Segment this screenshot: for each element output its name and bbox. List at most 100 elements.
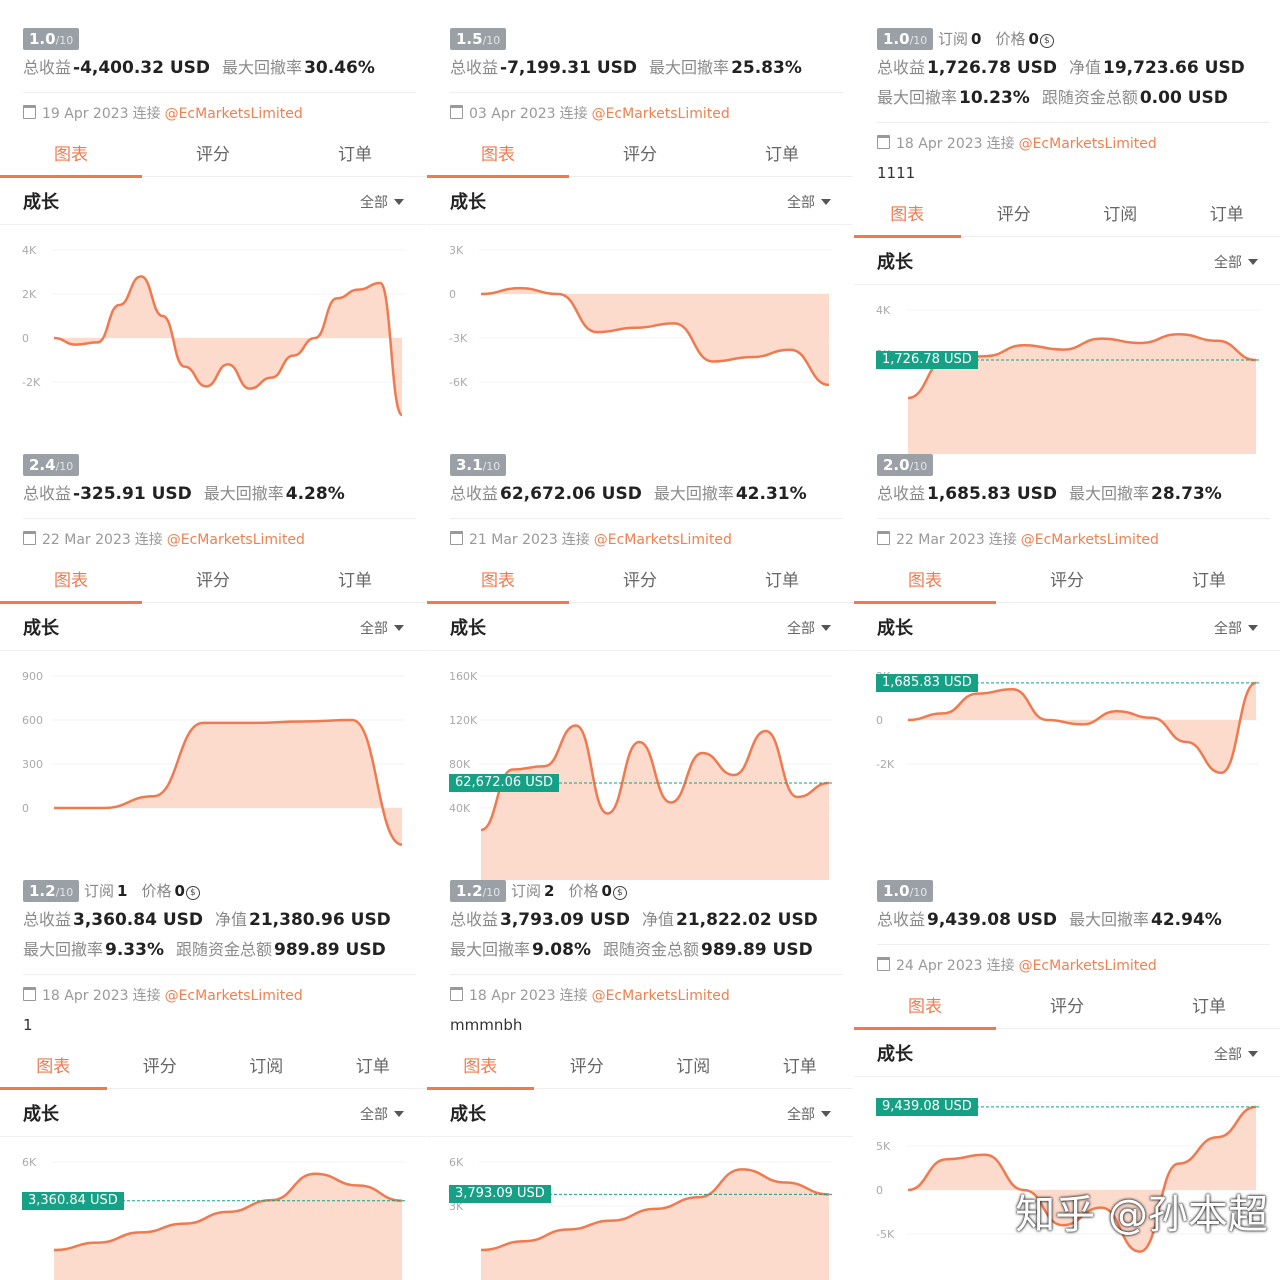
stats-line-2: 最大回撤率 9.33% 跟随资金总额 989.89 USD (23, 938, 386, 962)
broker-link[interactable]: @EcMarketsLimited (1020, 532, 1159, 548)
range-filter-dropdown[interactable]: 全部 (360, 192, 404, 212)
range-filter-dropdown[interactable]: 全部 (360, 1104, 404, 1124)
equity-area (481, 1169, 829, 1280)
range-filter-dropdown[interactable]: 全部 (787, 618, 831, 638)
y-tick-label: 3K (449, 244, 464, 257)
equity-value: 21,822.02 USD (676, 910, 818, 930)
tab-orders[interactable]: 订单 (1192, 571, 1226, 591)
tab-rating[interactable]: 评分 (996, 205, 1031, 225)
rating-denominator: /10 (55, 460, 74, 473)
tab-chart[interactable]: 图表 (854, 988, 996, 1030)
divider (23, 518, 416, 519)
caret-down-icon (821, 625, 831, 631)
broker-link[interactable]: @EcMarketsLimited (591, 106, 730, 122)
tab-chart[interactable]: 图表 (0, 1048, 107, 1090)
equity-line (480, 1168, 830, 1252)
strategy-card[interactable]: 1.0/10 总收益 -4,400.32 USD 最大回撤率 30.46% 19 Apr … (0, 28, 426, 454)
broker-link[interactable]: @EcMarketsLimited (591, 988, 730, 1004)
range-filter-dropdown[interactable]: 全部 (787, 192, 831, 212)
total-pnl-label: 总收益 (23, 910, 72, 929)
tab-subscribe[interactable]: 订阅 (676, 1057, 711, 1077)
equity-label: 净值 (1068, 58, 1101, 77)
subscribe-label: 订阅 (511, 882, 542, 900)
max-drawdown-label: 最大回撤率 (23, 940, 104, 959)
rating-denominator: /10 (55, 886, 74, 899)
equity-label: 净值 (641, 910, 674, 929)
filter-label: 全部 (787, 621, 815, 637)
broker-link[interactable]: @EcMarketsLimited (1018, 136, 1157, 152)
tab-rating[interactable]: 评分 (1050, 571, 1084, 591)
broker-link[interactable]: @EcMarketsLimited (164, 106, 303, 122)
connection-meta: 18 Apr 2023 连接 @EcMarketsLimited (877, 134, 1157, 154)
strategy-card[interactable]: 3.1/10 总收益 62,672.06 USD 最大回撤率 42.31% 21 Mar … (427, 454, 853, 880)
rating-value: 1.0 (883, 882, 910, 900)
tab-subscribe[interactable]: 订阅 (249, 1057, 284, 1077)
tab-chart[interactable]: 图表 (0, 136, 142, 178)
divider (427, 650, 853, 651)
range-filter-dropdown[interactable]: 全部 (360, 618, 404, 638)
tab-orders[interactable]: 订单 (355, 1057, 390, 1077)
y-tick-label: 0 (449, 288, 456, 301)
rating-denominator: /10 (482, 34, 501, 47)
caret-down-icon (1248, 625, 1258, 631)
broker-link[interactable]: @EcMarketsLimited (164, 988, 303, 1004)
broker-link[interactable]: @EcMarketsLimited (166, 532, 305, 548)
tab-orders[interactable]: 订单 (338, 571, 372, 591)
strategy-card[interactable]: 2.0/10 总收益 1,685.83 USD 最大回撤率 28.73% 22 Mar 2… (854, 454, 1280, 880)
max-drawdown-label: 最大回撤率 (1068, 484, 1149, 503)
tab-rating[interactable]: 评分 (196, 571, 230, 591)
strategy-card[interactable]: 1.5/10 总收益 -7,199.31 USD 最大回撤率 25.83% 03 Apr … (427, 28, 853, 454)
connect-date: 22 Mar 2023 (42, 532, 131, 548)
stats-line-2: 最大回撤率 9.08% 跟随资金总额 989.89 USD (450, 938, 813, 962)
tab-rating[interactable]: 评分 (1050, 997, 1084, 1017)
tab-orders[interactable]: 订单 (782, 1057, 817, 1077)
tab-orders[interactable]: 订单 (1192, 997, 1226, 1017)
rating-value: 2.4 (29, 456, 56, 474)
follow-funds-label: 跟随资金总额 (176, 940, 273, 959)
strategy-card[interactable]: 1.0/10 订阅 0 价格 0 $ 总收益 1,726.78 USD 净值 19,723.66 … (854, 28, 1280, 454)
equity-area (908, 682, 1256, 773)
tab-chart[interactable]: 图表 (854, 562, 996, 604)
range-filter-dropdown[interactable]: 全部 (1214, 618, 1258, 638)
tab-orders[interactable]: 订单 (765, 571, 799, 591)
tab-orders[interactable]: 订单 (338, 145, 372, 165)
total-pnl-label: 总收益 (877, 484, 926, 503)
y-tick-label: -6K (449, 376, 468, 389)
y-tick-label: 900 (22, 670, 43, 683)
tab-orders[interactable]: 订单 (765, 145, 799, 165)
tab-rating[interactable]: 评分 (569, 1057, 604, 1077)
broker-link[interactable]: @EcMarketsLimited (1018, 958, 1157, 974)
calendar-icon (23, 987, 36, 1001)
connection-meta: 19 Apr 2023 连接 @EcMarketsLimited (23, 104, 303, 124)
y-tick-label: 0 (22, 802, 29, 815)
strategy-card[interactable]: 1.0/10 总收益 9,439.08 USD 最大回撤率 42.94% 24 Apr 2… (854, 880, 1280, 1280)
rating-value: 1.2 (29, 882, 56, 900)
tab-bar: 图表 评分 订单 (854, 988, 1280, 1030)
strategy-card[interactable]: 1.2/10 订阅 2 价格 0 $ 总收益 3,793.09 USD 净值 21,822.02 … (427, 880, 853, 1280)
max-drawdown-value: 9.33% (105, 940, 164, 960)
tab-chart[interactable]: 图表 (427, 562, 569, 604)
range-filter-dropdown[interactable]: 全部 (787, 1104, 831, 1124)
price-value: 0 (601, 882, 612, 900)
filter-label: 全部 (360, 621, 388, 637)
divider (0, 224, 426, 225)
tab-rating[interactable]: 评分 (623, 145, 657, 165)
calendar-icon (23, 105, 36, 119)
tab-chart[interactable]: 图表 (427, 136, 569, 178)
tab-subscribe[interactable]: 订阅 (1103, 205, 1138, 225)
tab-rating[interactable]: 评分 (196, 145, 230, 165)
tab-rating[interactable]: 评分 (623, 571, 657, 591)
tab-chart[interactable]: 图表 (427, 1048, 534, 1090)
tab-chart[interactable]: 图表 (854, 196, 961, 238)
stats-line: 总收益 1,685.83 USD 最大回撤率 28.73% (877, 482, 1222, 506)
strategy-card[interactable]: 2.4/10 总收益 -325.91 USD 最大回撤率 4.28% 22 Mar 202… (0, 454, 426, 880)
tab-rating[interactable]: 评分 (142, 1057, 177, 1077)
range-filter-dropdown[interactable]: 全部 (1214, 252, 1258, 272)
range-filter-dropdown[interactable]: 全部 (1214, 1044, 1258, 1064)
broker-link[interactable]: @EcMarketsLimited (593, 532, 732, 548)
tab-chart[interactable]: 图表 (0, 562, 142, 604)
strategy-card[interactable]: 1.2/10 订阅 1 价格 0 $ 总收益 3,360.84 USD 净值 21,380.96 … (0, 880, 426, 1280)
growth-heading: 成长 (450, 192, 486, 213)
tab-orders[interactable]: 订单 (1209, 205, 1244, 225)
rating-badge: 2.4/10 (23, 454, 80, 476)
